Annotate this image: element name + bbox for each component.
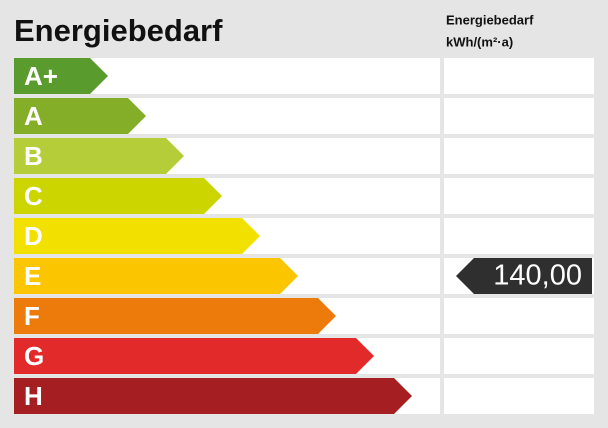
class-label: H — [24, 381, 43, 411]
class-arrow — [14, 258, 298, 294]
class-arrow — [14, 298, 336, 334]
value-cell — [444, 298, 594, 334]
value-cell — [444, 338, 594, 374]
class-label: F — [24, 301, 40, 331]
class-arrow — [14, 138, 184, 174]
title: Energiebedarf — [14, 13, 223, 48]
class-label: A — [24, 101, 43, 131]
value-cell — [444, 58, 594, 94]
value-cell — [444, 98, 594, 134]
class-arrow — [14, 178, 222, 214]
class-arrow — [14, 98, 146, 134]
column-title: Energiebedarf — [446, 12, 534, 27]
value-cell — [444, 218, 594, 254]
value-cell — [444, 378, 594, 414]
class-arrow — [14, 58, 108, 94]
value-cell — [444, 178, 594, 214]
class-arrow — [14, 218, 260, 254]
class-label: G — [24, 341, 44, 371]
class-arrow — [14, 378, 412, 414]
class-label: E — [24, 261, 41, 291]
value-indicator — [456, 258, 592, 294]
class-arrow — [14, 338, 374, 374]
class-label: A+ — [24, 61, 58, 91]
class-label: D — [24, 221, 43, 251]
class-label: B — [24, 141, 43, 171]
value-text: 140,00 — [493, 260, 582, 292]
column-unit: kWh/(m²·a) — [446, 34, 513, 49]
class-label: C — [24, 181, 43, 211]
value-cell — [444, 138, 594, 174]
